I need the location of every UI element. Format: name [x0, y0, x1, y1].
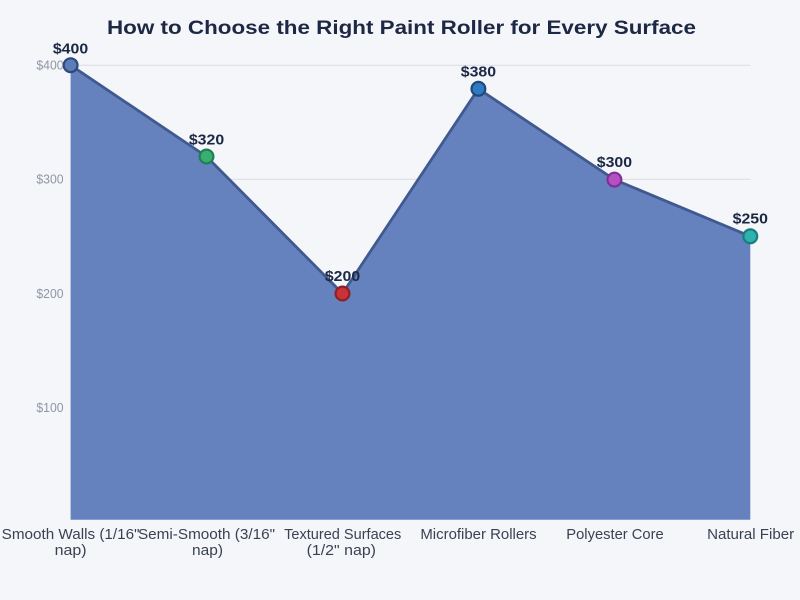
svg-text:$100: $100	[36, 401, 63, 415]
svg-text:Polyester Core: Polyester Core	[566, 526, 663, 543]
svg-text:$200: $200	[36, 287, 63, 301]
svg-text:$300: $300	[36, 173, 63, 187]
svg-text:$380: $380	[461, 64, 496, 81]
svg-text:nap): nap)	[55, 542, 87, 559]
svg-text:$320: $320	[189, 132, 224, 149]
svg-text:nap): nap)	[192, 542, 223, 559]
svg-text:$400: $400	[53, 41, 88, 58]
svg-text:$200: $200	[325, 268, 360, 285]
svg-text:Smooth Walls (1/16": Smooth Walls (1/16"	[2, 526, 140, 543]
svg-text:$400: $400	[36, 59, 63, 73]
svg-text:$300: $300	[597, 154, 632, 171]
svg-text:Microfiber Rollers: Microfiber Rollers	[420, 526, 537, 543]
svg-text:(1/2" nap): (1/2" nap)	[307, 542, 376, 559]
svg-text:$250: $250	[733, 211, 768, 228]
svg-text:Natural Fiber: Natural Fiber	[707, 526, 794, 543]
svg-text:Textured Surfaces: Textured Surfaces	[284, 526, 402, 543]
svg-text:How to Choose the Right Paint: How to Choose the Right Paint Roller for…	[107, 17, 696, 39]
svg-text:Semi-Smooth (3/16": Semi-Smooth (3/16"	[138, 526, 275, 543]
